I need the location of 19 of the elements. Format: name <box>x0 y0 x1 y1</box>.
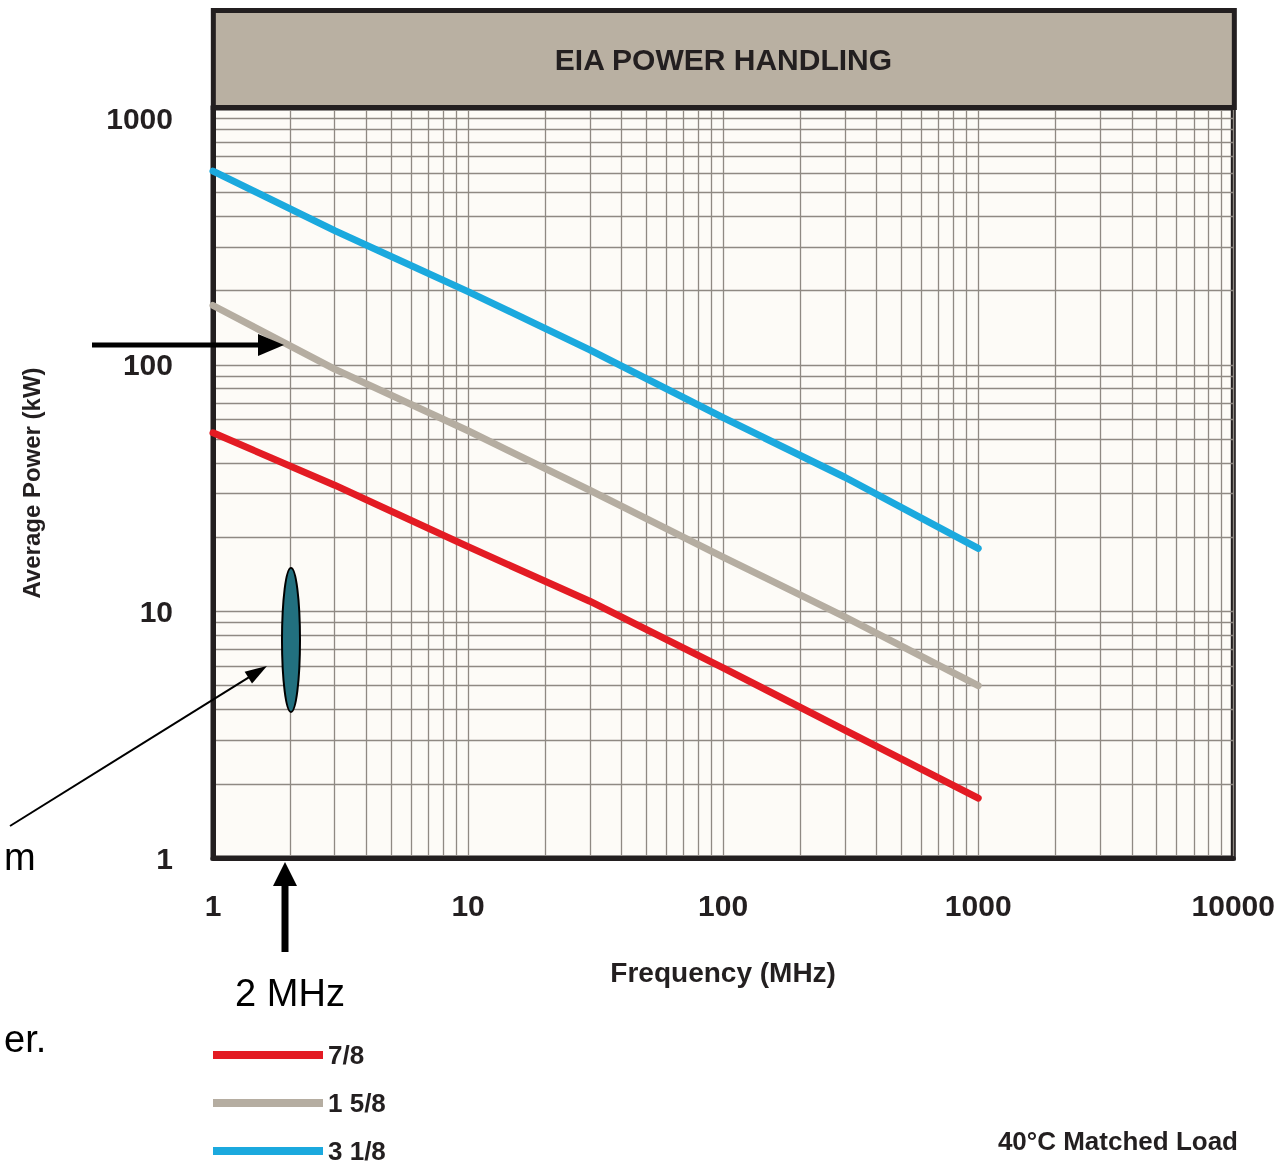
text: 2 MHz <box>235 972 345 1014</box>
chart-title: EIA POWER HANDLING <box>554 42 893 76</box>
text: m <box>4 836 36 878</box>
text: 40°C Matched Load <box>997 1126 1238 1156</box>
x-tick-label: 10 <box>451 888 485 922</box>
y-tick-label: 100 <box>122 348 173 382</box>
x-tick-label: 10000 <box>1191 888 1276 922</box>
text: er. <box>4 1018 47 1060</box>
x-tick-label: 100 <box>698 888 749 922</box>
legend-label: 7/8 <box>328 1040 365 1070</box>
y-tick-label: 1 <box>156 841 173 875</box>
legend-label: 3 1/8 <box>328 1136 386 1166</box>
y-tick-label: 1000 <box>106 101 173 135</box>
x-axis-title: Frequency (MHz) <box>610 956 836 988</box>
x-tick-label: 1 <box>204 888 222 922</box>
y-tick-label: 10 <box>139 594 173 628</box>
y-axis-title: Average Power (kW) <box>17 367 45 599</box>
legend-label: 1 5/8 <box>328 1088 386 1118</box>
x-tick-label: 1000 <box>944 888 1012 922</box>
